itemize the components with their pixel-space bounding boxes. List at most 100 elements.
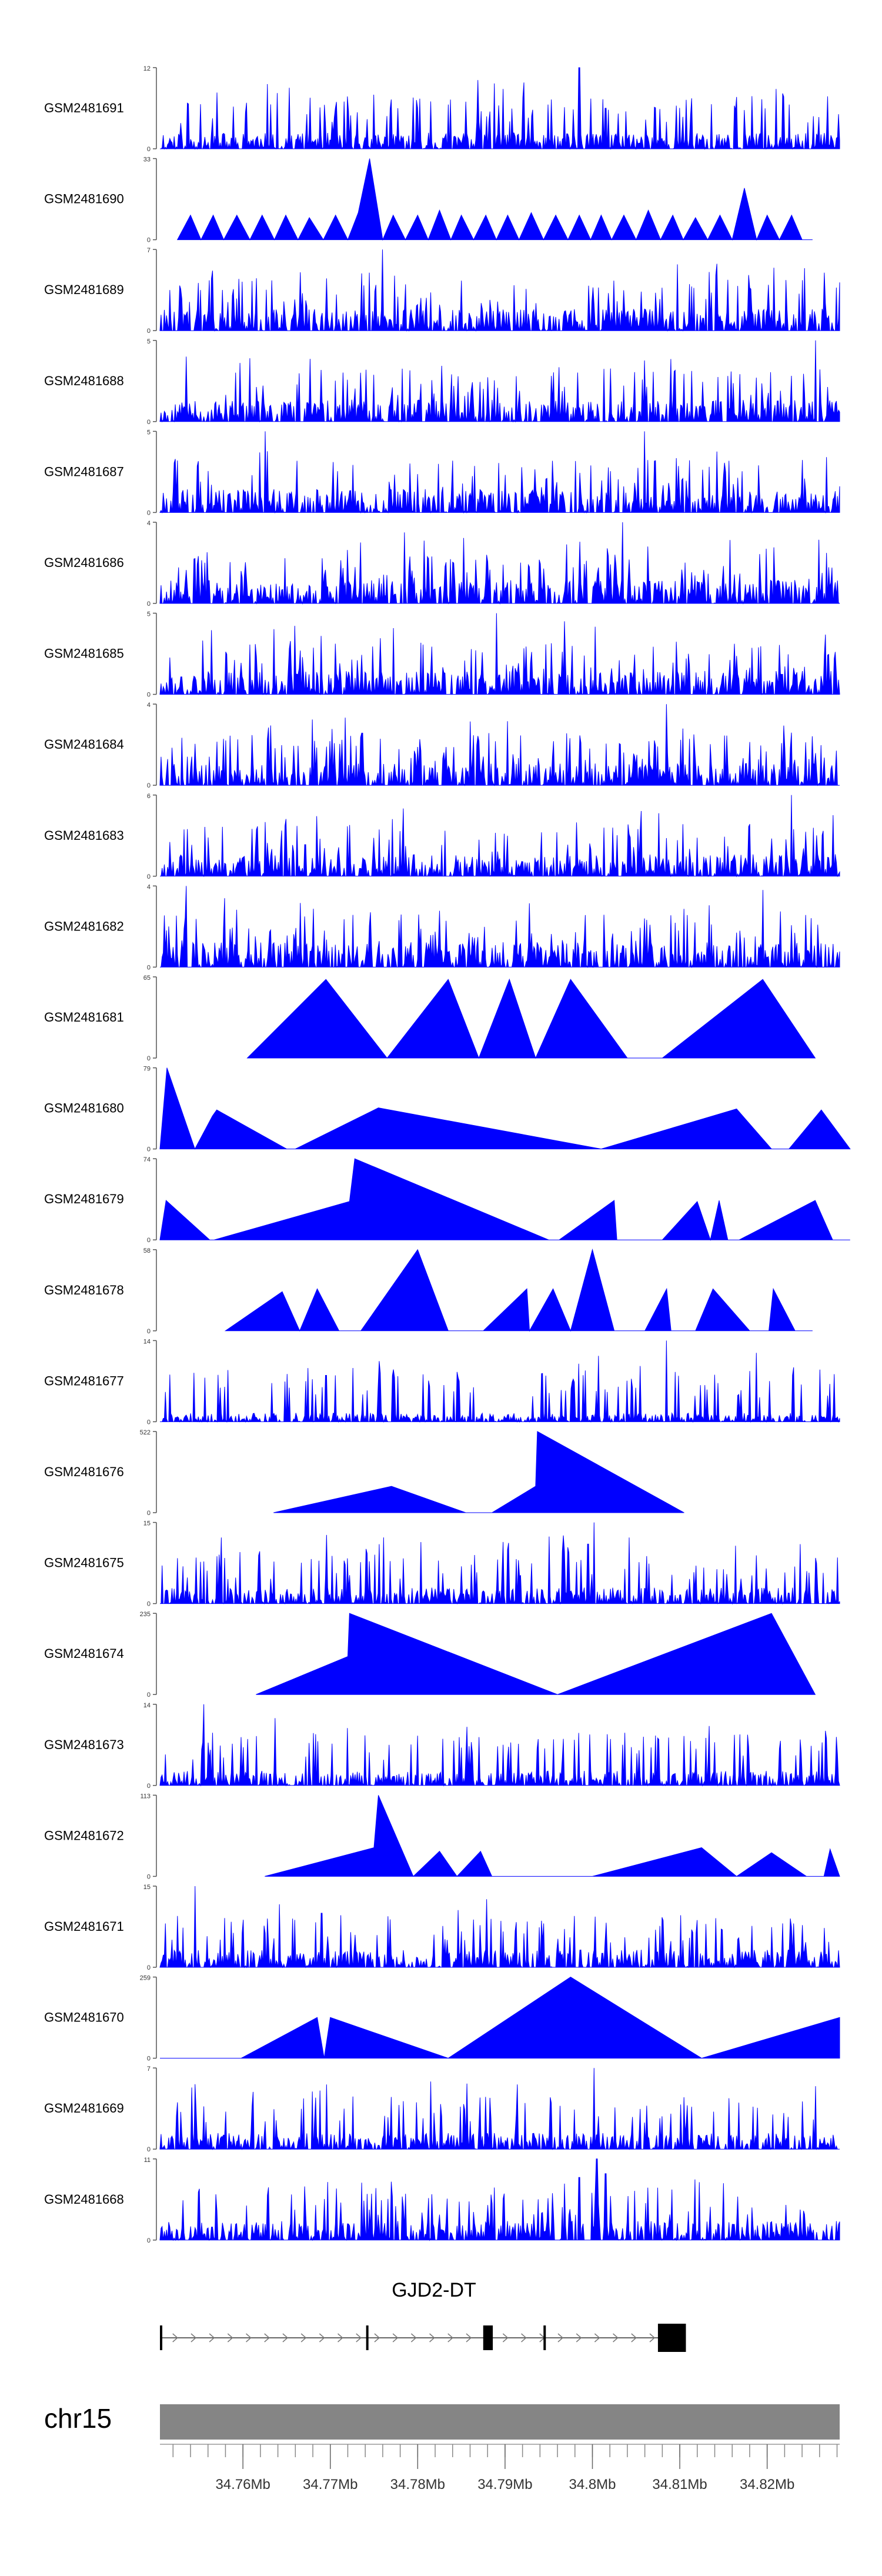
track-GSM2481689: GSM2481689 7 0 xyxy=(44,247,840,335)
y-tick-label-max: 11 xyxy=(144,2157,151,2164)
track-GSM2481683: GSM2481683 6 0 xyxy=(44,793,840,880)
y-tick-label-min: 0 xyxy=(147,1964,151,1971)
track-label: GSM2481680 xyxy=(44,1101,124,1116)
track-GSM2481674: GSM2481674 235 0 xyxy=(44,1611,816,1699)
track-GSM2481669: GSM2481669 7 0 xyxy=(44,2066,840,2153)
track-label: GSM2481674 xyxy=(44,1646,124,1661)
coverage-area xyxy=(256,1613,816,1695)
y-tick-label-max: 14 xyxy=(143,1338,151,1345)
coverage-area xyxy=(273,1431,684,1513)
y-tick-label-min: 0 xyxy=(147,1691,151,1699)
strand-arrow xyxy=(576,2333,582,2343)
y-tick-label-max: 33 xyxy=(143,156,151,163)
x-tick-label: 34.79Mb xyxy=(477,2477,532,2492)
track-label: GSM2481687 xyxy=(44,464,124,479)
y-tick-label-max: 14 xyxy=(143,1702,151,1709)
strand-arrow xyxy=(246,2333,252,2343)
track-GSM2481670: GSM2481670 259 0 xyxy=(44,1975,840,2063)
coverage-area xyxy=(159,1067,851,1150)
strand-arrow xyxy=(447,2333,453,2343)
y-tick-label-min: 0 xyxy=(147,2146,151,2153)
track-GSM2481673: GSM2481673 14 0 xyxy=(44,1702,840,1790)
coverage-area xyxy=(159,1704,840,1787)
track-GSM2481691: GSM2481691 12 0 xyxy=(44,65,840,153)
coverage-area xyxy=(224,1248,813,1332)
track-GSM2481680: GSM2481680 79 0 xyxy=(44,1066,851,1153)
track-GSM2481672: GSM2481672 113 0 xyxy=(44,1793,840,1880)
track-GSM2481690: GSM2481690 33 0 xyxy=(44,156,813,244)
track-GSM2481671: GSM2481671 15 0 xyxy=(44,1884,840,1971)
coverage-area xyxy=(160,1340,840,1423)
strand-arrow xyxy=(557,2333,564,2343)
y-tick-label-max: 4 xyxy=(147,520,151,527)
strand-arrow xyxy=(209,2333,215,2343)
x-tick-label: 34.8Mb xyxy=(569,2477,616,2492)
strand-arrow xyxy=(392,2333,399,2343)
coverage-area xyxy=(159,1158,850,1242)
coverage-area xyxy=(160,1522,840,1605)
x-tick-label: 34.76Mb xyxy=(215,2477,270,2492)
track-GSM2481687: GSM2481687 5 0 xyxy=(44,429,840,516)
y-tick-label-max: 259 xyxy=(140,1975,151,1982)
track-label: GSM2481668 xyxy=(44,2192,124,2207)
coverage-area xyxy=(160,1977,840,2059)
track-GSM2481688: GSM2481688 5 0 xyxy=(44,338,840,426)
y-tick-label-min: 0 xyxy=(147,600,151,608)
y-tick-label-min: 0 xyxy=(147,237,151,244)
exon xyxy=(657,2324,686,2352)
track-label: GSM2481691 xyxy=(44,101,124,115)
y-tick-label-max: 5 xyxy=(147,611,151,618)
track-label: GSM2481669 xyxy=(44,2101,124,2115)
coverage-area xyxy=(159,431,840,514)
strand-arrow xyxy=(649,2333,656,2343)
strand-arrow xyxy=(466,2333,472,2343)
strand-arrow xyxy=(319,2333,325,2343)
strand-arrow xyxy=(338,2333,343,2343)
y-tick-label-min: 0 xyxy=(147,1510,151,1517)
coverage-area xyxy=(159,613,840,696)
gene-label: GJD2-DT xyxy=(392,2279,476,2301)
strand-arrow xyxy=(410,2333,417,2343)
y-tick-label-max: 4 xyxy=(147,702,151,709)
track-label: GSM2481688 xyxy=(44,373,124,388)
y-tick-label-min: 0 xyxy=(147,419,151,426)
y-tick-label-min: 0 xyxy=(147,2237,151,2244)
exon xyxy=(366,2325,369,2350)
coverage-area xyxy=(176,158,813,241)
y-tick-label-min: 0 xyxy=(147,1601,151,1608)
track-label: GSM2481681 xyxy=(44,1010,124,1025)
coverage-tracks: GSM2481691120GSM2481690330GSM248168970GS… xyxy=(44,65,851,2244)
track-GSM2481685: GSM2481685 5 0 xyxy=(44,611,840,699)
coverage-area xyxy=(160,795,840,877)
strand-arrow xyxy=(300,2333,307,2343)
coverage-area xyxy=(160,886,840,969)
track-label: GSM2481671 xyxy=(44,1919,124,1934)
exon xyxy=(160,2325,162,2350)
y-tick-label-min: 0 xyxy=(147,1783,151,1790)
coverage-area xyxy=(159,340,840,423)
track-label: GSM2481678 xyxy=(44,1283,124,1297)
chromosome-label: chr15 xyxy=(44,2403,112,2434)
track-label: GSM2481690 xyxy=(44,192,124,206)
track-GSM2481678: GSM2481678 58 0 xyxy=(44,1247,813,1335)
y-tick-label-max: 4 xyxy=(147,883,151,890)
y-tick-label-max: 12 xyxy=(143,65,151,72)
strand-arrow xyxy=(227,2333,233,2343)
track-GSM2481676: GSM2481676 522 0 xyxy=(44,1429,684,1517)
y-tick-label-max: 235 xyxy=(140,1611,151,1618)
x-tick-label: 34.82Mb xyxy=(740,2477,794,2492)
y-tick-label-min: 0 xyxy=(147,1237,151,1244)
track-label: GSM2481677 xyxy=(44,1373,124,1388)
strand-arrow xyxy=(172,2333,178,2343)
strand-arrow xyxy=(594,2333,600,2343)
strand-arrow xyxy=(282,2333,289,2343)
track-label: GSM2481676 xyxy=(44,1464,124,1479)
track-GSM2481682: GSM2481682 4 0 xyxy=(44,883,840,971)
y-tick-label-max: 65 xyxy=(143,975,151,982)
gene-model: GJD2-DT xyxy=(160,2279,686,2352)
coverage-area xyxy=(246,978,816,1059)
y-tick-label-min: 0 xyxy=(147,782,151,789)
track-label: GSM2481670 xyxy=(44,2010,124,2025)
y-tick-label-min: 0 xyxy=(147,328,151,335)
chromosome-axis: chr15 34.76Mb 34.77Mb 34.78Mb 34.79Mb 34.8Mb… xyxy=(44,2403,840,2492)
